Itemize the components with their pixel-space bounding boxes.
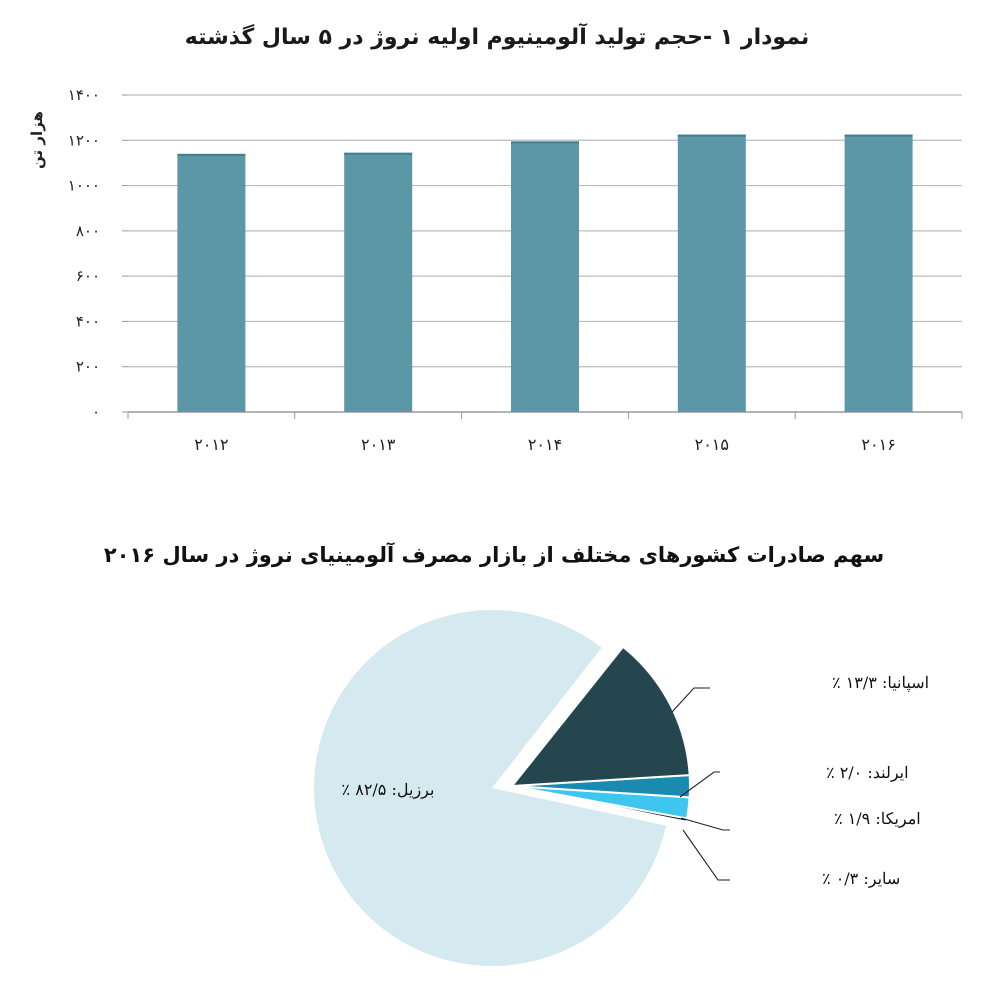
bar-chart-ylabel: هزار تن [28, 111, 46, 169]
x-tick-label: ۲۰۱۶ [861, 435, 895, 454]
x-tick-label: ۲۰۱۳ [361, 435, 396, 454]
bar [344, 152, 413, 412]
y-tick-label: ۲۰۰ [76, 358, 100, 376]
pie-leader-line [680, 817, 730, 831]
pie-chart: سهم صادرات کشورهای مختلف از بازار مصرف آ… [104, 542, 929, 966]
y-tick-label: ۱۲۰۰ [68, 131, 100, 149]
y-tick-label: ۱۰۰۰ [68, 177, 100, 195]
x-tick-label: ۲۰۱۵ [695, 435, 729, 454]
y-tick-label: ۴۰۰ [76, 312, 100, 330]
bar-chart-title: نمودار ۱ -حجم تولید آلومینیوم اولیه نروژ… [185, 22, 809, 50]
bar-chart: نمودار ۱ -حجم تولید آلومینیوم اولیه نروژ… [28, 22, 963, 454]
bar-chart-xticks: ۲۰۱۲ ۲۰۱۳ ۲۰۱۴ ۲۰۱۵ ۲۰۱۶ [194, 435, 895, 454]
y-tick-label: ۰ [92, 403, 100, 421]
bar-chart-bars [177, 134, 913, 413]
y-tick-label: ۱۴۰۰ [68, 86, 100, 104]
pie-slice-spain [509, 645, 691, 788]
pie-label-other: سایر: ۰/۳ ٪ [822, 869, 900, 888]
pie-slice-brazil [313, 610, 666, 966]
y-tick-label: ۸۰۰ [76, 222, 100, 240]
x-tick-label: ۲۰۱۲ [194, 435, 228, 454]
pie-label-spain: اسپانیا: ۱۳/۳ ٪ [832, 673, 929, 692]
pie-leader-line [671, 687, 710, 713]
pie-chart-slices [313, 610, 691, 966]
pie-leader-line [682, 829, 730, 881]
y-tick-label: ۶۰۰ [76, 267, 100, 285]
x-tick-label: ۲۰۱۴ [528, 435, 562, 454]
pie-label-brazil: برزیل: ۸۲/۵ ٪ [342, 780, 435, 799]
pie-leader-line [679, 771, 720, 798]
pie-chart-title: سهم صادرات کشورهای مختلف از بازار مصرف آ… [104, 542, 884, 567]
bar [844, 134, 913, 412]
pie-label-usa: امریکا: ۱/۹ ٪ [834, 809, 921, 828]
bar [511, 141, 579, 413]
bar [677, 134, 746, 412]
bar-chart-yticks: ۰ ۲۰۰ ۴۰۰ ۶۰۰ ۸۰۰ ۱۰۰۰ ۱۲۰۰ ۱۴۰۰ [68, 86, 100, 421]
bar [177, 153, 246, 412]
pie-chart-leader-lines [671, 687, 730, 881]
pie-label-ireland: ایرلند: ۲/۰ ٪ [826, 763, 909, 782]
